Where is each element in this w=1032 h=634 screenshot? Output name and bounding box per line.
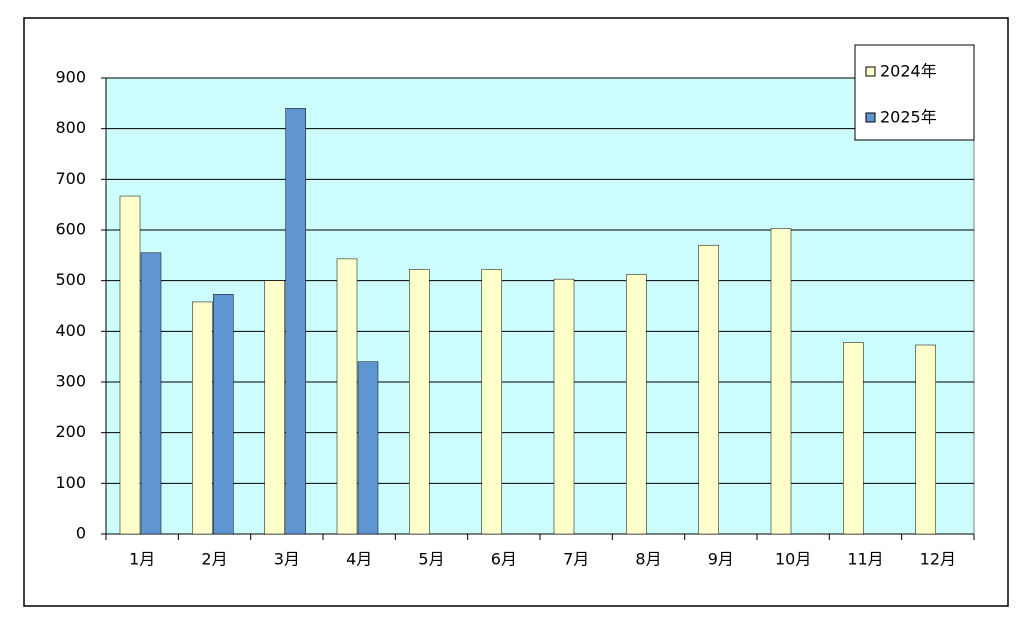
- x-tick-label: 7月: [563, 550, 589, 569]
- bar: [915, 344, 936, 535]
- bar: [213, 294, 234, 535]
- y-tick-label: 900: [55, 68, 86, 87]
- y-tick-label: 200: [55, 422, 86, 441]
- plot-area: [105, 77, 975, 535]
- bar: [481, 269, 502, 535]
- x-tick-label: 9月: [708, 550, 734, 569]
- x-tick-label: 5月: [418, 550, 444, 569]
- bar: [770, 228, 792, 535]
- bar: [285, 108, 306, 535]
- x-tick-label: 2月: [201, 550, 227, 569]
- bar: [626, 274, 647, 535]
- x-tick-label: 3月: [274, 550, 300, 569]
- bar: [843, 342, 864, 535]
- y-tick-label: 800: [55, 118, 86, 137]
- bar: [698, 244, 719, 535]
- bar: [119, 195, 141, 535]
- x-tick-label: 12月: [920, 550, 956, 569]
- bar: [192, 301, 213, 535]
- bar: [409, 269, 430, 535]
- legend-label: 2025年: [880, 108, 937, 127]
- legend-box: [854, 44, 975, 141]
- legend-swatch: [865, 66, 876, 77]
- x-tick-label: 1月: [129, 550, 155, 569]
- x-tick-label: 11月: [847, 550, 883, 569]
- y-tick-label: 700: [55, 169, 86, 188]
- bar: [553, 278, 575, 535]
- y-tick-label: 500: [55, 270, 86, 289]
- y-tick-label: 600: [55, 220, 86, 239]
- y-tick-label: 400: [55, 321, 86, 340]
- legend-label: 2024年: [880, 62, 937, 81]
- legend-swatch: [865, 112, 876, 123]
- x-tick-label: 6月: [491, 550, 517, 569]
- bar: [140, 252, 162, 535]
- bar: [357, 361, 379, 535]
- bar: [264, 280, 285, 535]
- x-tick-label: 4月: [346, 550, 372, 569]
- y-tick-label: 0: [76, 524, 86, 543]
- x-tick-label: 10月: [775, 550, 811, 569]
- bar: [336, 258, 358, 535]
- x-tick-label: 8月: [635, 550, 661, 569]
- y-tick-label: 100: [55, 473, 86, 492]
- y-tick-label: 300: [55, 372, 86, 391]
